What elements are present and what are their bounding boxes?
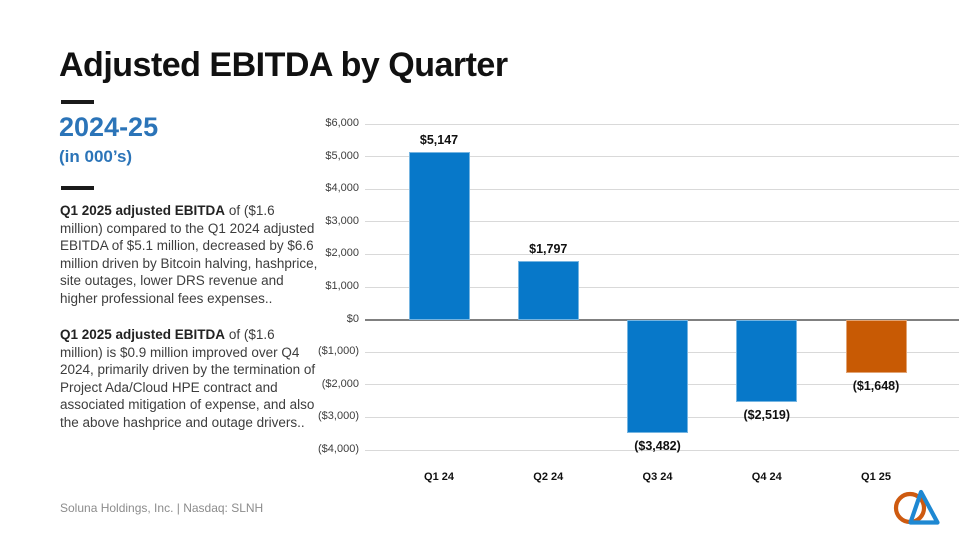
bar-value-label: $1,797 — [529, 242, 568, 257]
gridline — [365, 156, 959, 158]
title-underline-dash — [61, 100, 94, 104]
y-axis-tick-label: $2,000 — [325, 247, 359, 260]
y-axis-tick-label: $0 — [346, 312, 359, 325]
bar-q3-24 — [627, 319, 688, 434]
y-axis-tick-label: ($1,000) — [318, 345, 359, 358]
page-title: Adjusted EBITDA by Quarter — [59, 46, 508, 84]
x-axis-category-label: Q2 24 — [533, 471, 564, 483]
gridline — [365, 221, 959, 223]
gridline — [365, 286, 959, 288]
bar-value-label: ($2,519) — [743, 407, 791, 422]
logo-triangle — [908, 489, 940, 525]
gridline — [365, 188, 959, 190]
commentary-dash — [61, 186, 94, 190]
commentary-bold-lead: Q1 2025 adjusted EBITDA — [60, 327, 226, 342]
bar-value-label: ($3,482) — [634, 439, 681, 454]
x-axis-category-label: Q1 25 — [861, 471, 891, 483]
commentary-block: Q1 2025 adjusted EBITDA of ($1.6 million… — [60, 202, 318, 450]
period-units-note: (in 000’s) — [59, 147, 133, 166]
bar-q2-24 — [517, 261, 579, 320]
commentary-paragraph-1: Q1 2025 adjusted EBITDA of ($1.6 million… — [60, 202, 318, 307]
footer-text: Soluna Holdings, Inc. | Nasdaq: SLNH — [60, 501, 264, 515]
commentary-bold-lead: Q1 2025 adjusted EBITDA — [60, 203, 226, 218]
bar-q1-25 — [845, 319, 907, 374]
y-axis-tick-label: ($4,000) — [318, 443, 359, 455]
commentary-text: of ($1.6 million) compared to the Q1 202… — [60, 203, 318, 306]
y-axis-tick-label: ($2,000 — [321, 377, 359, 390]
x-axis-category-label: Q1 24 — [424, 471, 454, 483]
y-axis-tick-label: $4,000 — [325, 182, 359, 195]
gridline — [365, 123, 959, 125]
gridline — [365, 253, 959, 255]
commentary-text: of ($1.6 million) is $0.9 million improv… — [60, 327, 316, 430]
commentary-paragraph-2: Q1 2025 adjusted EBITDA of ($1.6 million… — [60, 326, 318, 431]
x-axis-category-label: Q3 24 — [642, 471, 673, 483]
y-axis-tick-label: $1,000 — [325, 280, 359, 292]
y-axis-tick-label: $3,000 — [325, 214, 359, 227]
bar-q1-24 — [408, 151, 470, 320]
y-axis-tick-label: ($3,000) — [318, 410, 359, 423]
y-axis-tick-label: $6,000 — [325, 117, 359, 129]
gridline — [365, 449, 959, 451]
period-heading: 2024-25 — [59, 112, 159, 142]
bar-value-label: $5,147 — [419, 132, 459, 147]
x-axis-category-label: Q4 24 — [751, 471, 782, 483]
bar-value-label: ($1,648) — [852, 379, 900, 394]
y-axis-tick-label: $5,000 — [325, 149, 359, 162]
soluna-logo-icon — [893, 489, 940, 525]
bar-q4-24 — [736, 319, 798, 402]
